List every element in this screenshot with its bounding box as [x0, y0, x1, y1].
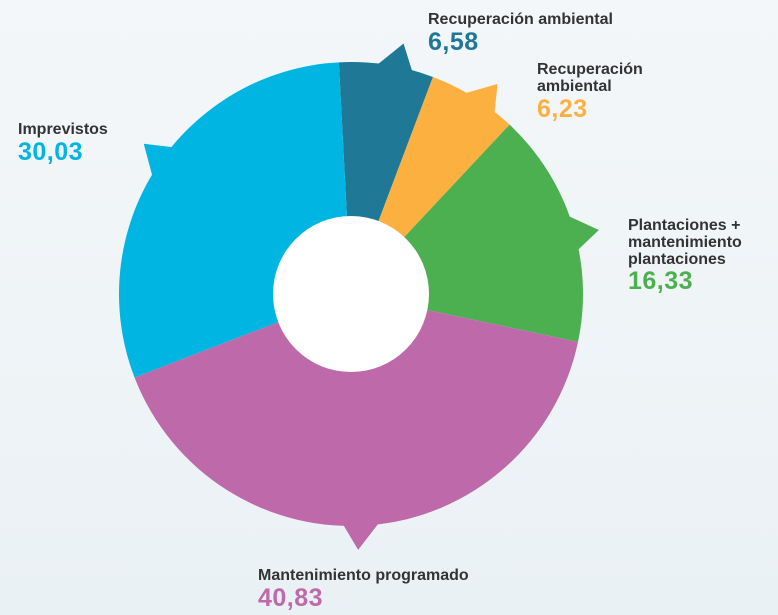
label-0: Recuperación ambiental 6,58 [428, 11, 613, 56]
slice-value: 30,03 [18, 137, 84, 166]
label-2: Plantaciones + mantenimiento plantacione… [628, 217, 773, 296]
label-3: Mantenimiento programado 40,83 [258, 567, 469, 612]
slice-value: 16,33 [628, 267, 694, 296]
label-4: Imprevistos 30,03 [18, 121, 108, 166]
label-1: Recuperación ambiental 6,23 [537, 61, 677, 123]
donut-hole [273, 216, 429, 372]
slice-name: Imprevistos [18, 121, 108, 138]
slice-value: 6,23 [537, 94, 588, 123]
slice-value: 40,83 [258, 583, 324, 612]
slice [134, 294, 579, 526]
slice-value: 6,58 [428, 27, 479, 56]
slice-name: Recuperación ambiental [537, 61, 643, 95]
slice-name: Plantaciones + mantenimiento plantacione… [628, 217, 742, 268]
callout-pointer [341, 519, 382, 550]
slice-name: Mantenimiento programado [258, 567, 469, 584]
slice-name: Recuperación ambiental [428, 11, 613, 28]
